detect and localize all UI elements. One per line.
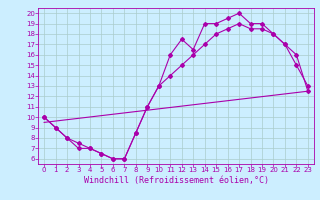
X-axis label: Windchill (Refroidissement éolien,°C): Windchill (Refroidissement éolien,°C) xyxy=(84,176,268,185)
